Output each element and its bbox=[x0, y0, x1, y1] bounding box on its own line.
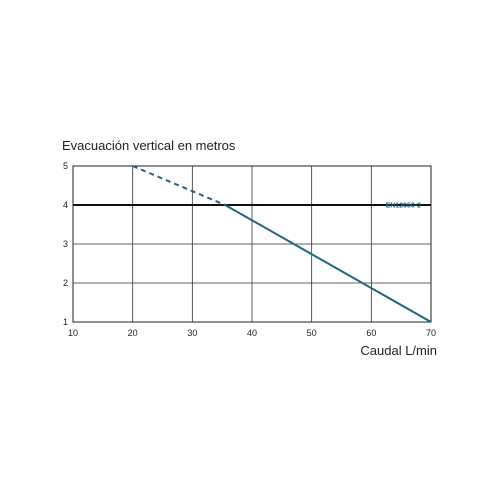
y-tick-5: 5 bbox=[63, 161, 68, 171]
y-tick-3: 3 bbox=[63, 239, 68, 249]
x-axis-label: Caudal L/min bbox=[360, 343, 437, 358]
plot-frame bbox=[72, 165, 432, 323]
x-tick-50: 50 bbox=[307, 328, 317, 338]
x-tick-40: 40 bbox=[247, 328, 257, 338]
x-tick-10: 10 bbox=[68, 328, 78, 338]
y-tick-labels: 1 2 3 4 5 bbox=[63, 161, 68, 327]
y-tick-2: 2 bbox=[63, 278, 68, 288]
series-group bbox=[132, 165, 432, 323]
x-tick-30: 30 bbox=[187, 328, 197, 338]
chart-title: Evacuación vertical en metros bbox=[62, 138, 236, 153]
x-tick-70: 70 bbox=[426, 328, 436, 338]
x-tick-60: 60 bbox=[366, 328, 376, 338]
series-line-dashed bbox=[132, 165, 226, 206]
grid bbox=[73, 166, 431, 322]
series-line-solid bbox=[224, 204, 432, 323]
x-tick-labels: 10 20 30 40 50 60 70 bbox=[68, 328, 436, 338]
x-tick-20: 20 bbox=[128, 328, 138, 338]
y-tick-4: 4 bbox=[63, 200, 68, 210]
reference-line-group: EN12050-2 bbox=[73, 203, 431, 210]
reference-line-label: EN12050-2 bbox=[386, 203, 422, 210]
y-tick-1: 1 bbox=[63, 317, 68, 327]
